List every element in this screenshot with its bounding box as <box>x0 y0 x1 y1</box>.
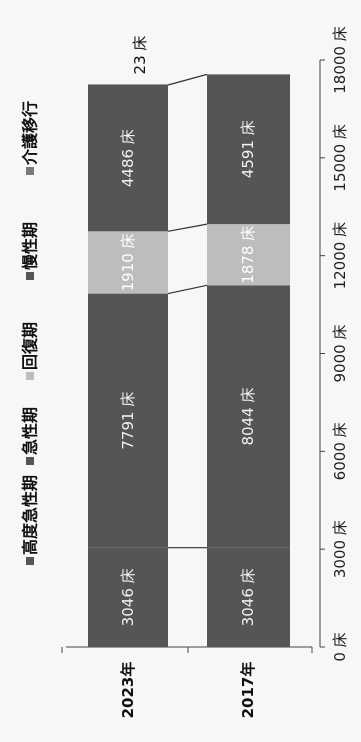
series-connector-line <box>167 223 208 232</box>
bar-segment <box>88 293 168 548</box>
category-label: 2023年 <box>119 662 137 719</box>
series-connector-line <box>167 73 208 86</box>
legend-swatch <box>26 272 34 280</box>
bar-segment <box>88 84 168 86</box>
legend-swatch <box>26 557 34 565</box>
legend-label: 急性期 <box>21 407 40 455</box>
bar-data-label: 1878 床 <box>239 226 257 284</box>
bar-segment <box>88 547 168 647</box>
value-tick-label: 18000 床 <box>331 26 349 94</box>
bar-segment <box>207 224 290 286</box>
value-tick-label: 3000 床 <box>331 520 349 578</box>
bar-segment <box>88 231 168 294</box>
legend-swatch <box>26 372 34 380</box>
bar-data-label: 8044 床 <box>239 388 257 446</box>
legend-swatch <box>26 167 34 175</box>
bar-data-label: 1910 床 <box>119 233 137 291</box>
bar-data-label: 23 床 <box>131 36 149 75</box>
value-tick-label: 15000 床 <box>331 124 349 192</box>
bar-data-label: 4486 床 <box>119 129 137 187</box>
bar-data-label: 3046 床 <box>119 568 137 626</box>
category-label: 2017年 <box>239 662 257 719</box>
bar-segment <box>207 74 290 225</box>
bar-data-label: 4591 床 <box>239 120 257 178</box>
value-tick-label: 0 床 <box>331 632 349 661</box>
bar-segment <box>207 285 290 548</box>
value-tick-label: 6000 床 <box>331 422 349 480</box>
bar-segment <box>88 85 168 232</box>
legend-label: 慢性期 <box>21 222 40 270</box>
bar-data-label: 7791 床 <box>119 392 137 450</box>
bar-segment <box>207 547 290 647</box>
value-tick-label: 12000 床 <box>331 222 349 290</box>
legend-label: 回復期 <box>21 322 40 370</box>
legend-label: 高度急性期 <box>21 475 40 555</box>
series-connector-line <box>167 284 208 295</box>
legend-label: 介護移行 <box>21 101 40 166</box>
value-tick-label: 9000 床 <box>331 325 349 383</box>
bar-data-label: 3046 床 <box>239 568 257 626</box>
legend-swatch <box>26 457 34 465</box>
